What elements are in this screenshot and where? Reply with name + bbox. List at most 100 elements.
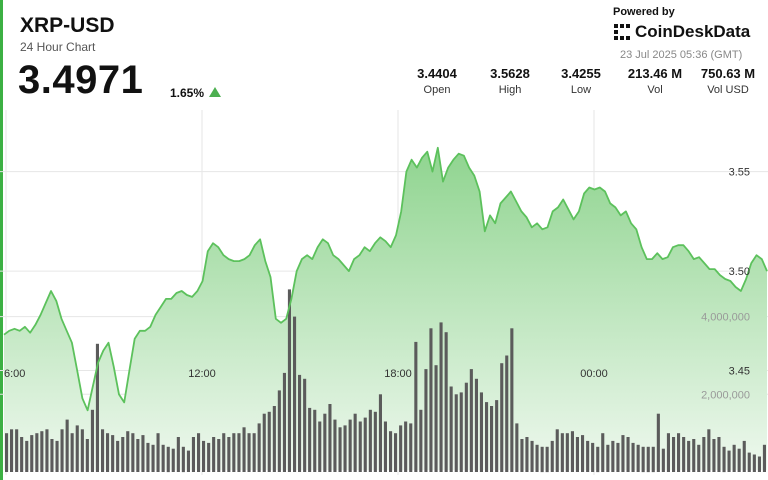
volume-bar [348,419,352,472]
volume-bar [131,433,135,472]
volume-bar [85,439,89,472]
volume-bar [15,429,19,472]
volume-bar [611,440,615,472]
volume-bar [490,406,494,472]
volume-bar [444,332,448,472]
volume-bar [697,444,701,472]
stat-open: 3.4404 Open [397,66,477,96]
volume-bar [111,435,115,472]
volume-bar [50,439,54,472]
stat-label: Vol [647,84,663,96]
volume-bar [323,413,327,472]
stat-volume-usd: 750.63 M Vol USD [688,66,768,96]
volume-bar [227,437,231,472]
volume-bar [277,390,281,472]
chart-timestamp: 23 Jul 2025 05:36 (GMT) [620,49,743,61]
volume-bar [5,433,9,472]
volume-bar [474,378,478,472]
volume-bar [717,437,721,472]
volume-bar [591,442,595,472]
volume-bar [636,444,640,472]
volume-bar [409,423,413,472]
volume-bar [479,392,483,472]
powered-by-label: Powered by [613,6,675,18]
volume-bar [535,444,539,472]
volume-bar [677,433,681,472]
volume-bar [692,439,696,472]
volume-bar [666,433,670,472]
volume-bar [565,433,569,472]
volume-bar [520,439,524,472]
volume-bar [293,316,297,472]
volume-bar [333,419,337,472]
volume-bar [368,409,372,472]
volume-bar [434,365,438,472]
coindesk-logo-icon [614,24,630,40]
volume-bar [399,425,403,472]
volume-bar [525,437,529,472]
volume-bar [70,433,74,472]
volume-bar [237,433,241,472]
volume-bar [171,448,175,472]
volume-bar [621,435,625,472]
volume-bar [247,433,251,472]
volume-bar [641,446,645,473]
volume-bar [757,456,761,472]
price-line [3,146,768,412]
volume-bar [631,442,635,472]
volume-bar [485,402,489,472]
volume-bar [515,423,519,472]
stat-value: 213.46 M [627,66,683,81]
volume-bar [464,382,468,472]
volume-bar [672,437,676,472]
volume-tick-label: 4,000,000 [701,312,750,324]
stat-label: Low [570,84,592,96]
volume-bar [454,394,458,472]
ticker-symbol: XRP-USD [20,14,115,37]
volume-bar [116,440,120,472]
left-accent-bar [0,0,3,480]
volume-bar [202,440,206,472]
coindesk-data-logo[interactable]: CoinDeskData [613,22,750,42]
volume-bar [737,448,741,472]
volume-bar [313,409,317,472]
volume-bars [5,289,766,473]
stat-value: 3.4404 [417,66,457,81]
volume-bar [207,442,211,472]
volume-bar [727,450,731,472]
volume-bar [267,411,271,472]
volume-bar [60,429,64,472]
current-price: 3.4971 [18,58,144,102]
volume-bar [555,429,559,472]
volume-bar [747,452,751,472]
time-tick-label: 12:00 [188,368,216,380]
volume-bar [262,413,266,472]
volume-bar [197,433,201,472]
volume-bar [404,421,408,472]
volume-bar [65,419,69,472]
volume-bar [682,437,686,472]
time-tick-label: 00:00 [580,368,608,380]
volume-bar [545,446,549,473]
volume-bar [651,446,655,473]
volume-bar [414,341,418,472]
axis-labels: 3.45 3.50 3.55 2,000,000 4,000,000 6:00 12:00 1… [4,167,750,402]
volume-bar [722,446,726,473]
volume-bar [495,400,499,472]
volume-bar [136,439,140,472]
volume-bar [601,433,605,472]
volume-bar [550,440,554,472]
volume-bar [55,440,59,472]
volume-bar [287,289,291,472]
volume-bar [282,372,286,472]
volume-bar [303,378,307,472]
volume-bar [762,444,766,472]
volume-bar [378,394,382,472]
volume-bar [272,406,276,472]
volume-bar [328,404,332,472]
up-arrow-icon [209,87,221,97]
volume-bar [742,440,746,472]
volume-bar [186,450,190,472]
volume-bar [166,446,170,473]
